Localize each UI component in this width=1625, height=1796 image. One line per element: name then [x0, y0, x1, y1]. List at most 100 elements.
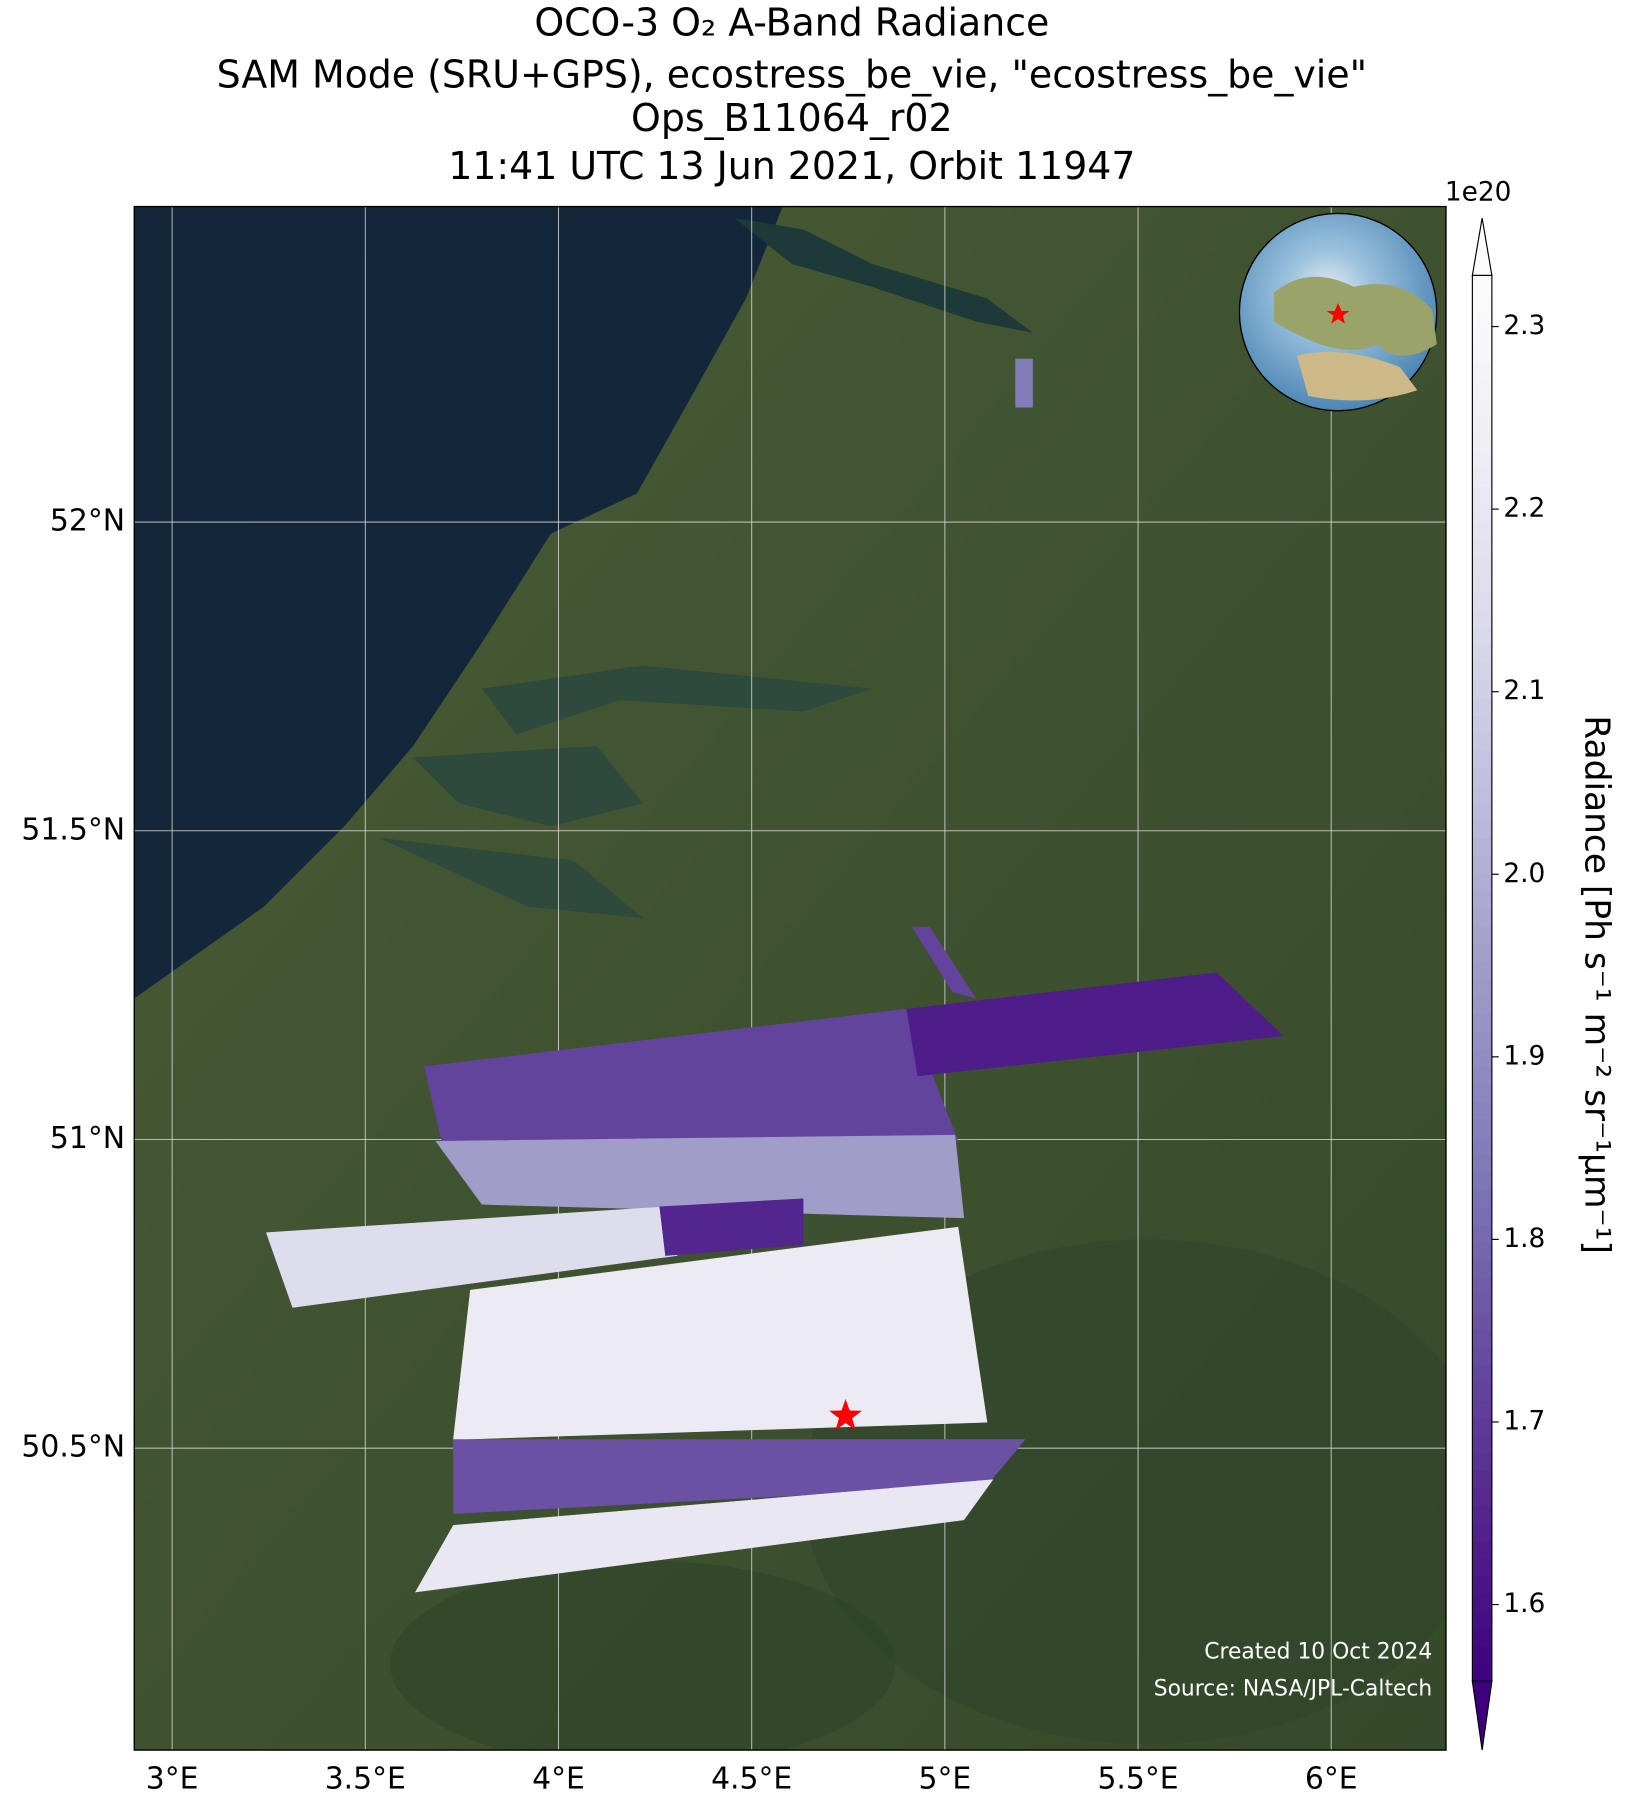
colorbar-step — [1472, 1435, 1492, 1454]
colorbar-step — [1472, 398, 1492, 417]
colorbar-step — [1472, 872, 1492, 892]
swath — [266, 358, 1284, 1593]
colorbar-step — [1472, 626, 1492, 646]
x-tick-label: 3.5°E — [325, 1761, 406, 1796]
colorbar-step — [1472, 556, 1492, 575]
colorbar-step — [1472, 1417, 1492, 1436]
colorbar-tick-label: 1.9 — [1503, 1041, 1545, 1071]
colorbar-step — [1472, 1241, 1492, 1261]
colorbar-extend-max — [1471, 217, 1493, 277]
swath-segment — [435, 1134, 965, 1219]
colorbar-step — [1472, 644, 1492, 663]
colorbar-step — [1472, 1593, 1492, 1612]
forest — [390, 1560, 896, 1751]
colorbar-step — [1472, 925, 1492, 944]
credit: Created 10 Oct 2024 Source: NASA/JPL-Cal… — [1154, 1640, 1432, 1702]
colorbar-step — [1472, 662, 1492, 681]
y-tick-label: 51.5°N — [21, 812, 125, 847]
swath-segment — [424, 1008, 959, 1142]
colorbar-step — [1472, 679, 1492, 698]
colorbar-step — [1472, 1259, 1492, 1278]
colorbar-step — [1472, 503, 1492, 523]
swath-segment — [906, 972, 1284, 1077]
target-marker — [829, 1398, 862, 1431]
colorbar-label: Radiance [Ph s⁻¹ m⁻² sr⁻¹μm⁻¹] — [1577, 715, 1617, 1254]
colorbar-step — [1472, 978, 1492, 997]
swath-segment — [266, 1206, 678, 1308]
map-frame — [133, 205, 1447, 1751]
swath-segment — [415, 1479, 994, 1593]
x-tick-label: 6°E — [1305, 1761, 1358, 1796]
colorbar-step — [1472, 732, 1492, 751]
colorbar-step — [1472, 380, 1492, 400]
colorbar-step — [1472, 1347, 1492, 1366]
inland-water — [734, 218, 1033, 333]
x-tick-label: 5°E — [918, 1761, 971, 1796]
colorbar-step — [1472, 1031, 1492, 1050]
x-tick-label: 5.5°E — [1097, 1761, 1178, 1796]
colorbar-step — [1472, 1400, 1492, 1419]
credit-text: Source: NASA/JPL-Caltech — [1154, 1676, 1432, 1701]
swath-segment — [453, 1226, 988, 1440]
colorbar-step — [1472, 1470, 1492, 1489]
colorbar-step — [1472, 1083, 1492, 1103]
colorbar-step — [1472, 1154, 1492, 1173]
swath-segment — [659, 1198, 804, 1256]
x-tick-label: 4.5°E — [711, 1761, 792, 1796]
globe-land — [1273, 276, 1437, 356]
colorbar-step — [1472, 1224, 1492, 1243]
x-tick-label: 4°E — [532, 1761, 585, 1796]
colorbar-tick-label: 2.3 — [1503, 311, 1545, 341]
colorbar-step — [1472, 1171, 1492, 1190]
credit-text: Created 10 Oct 2024 — [1204, 1640, 1432, 1665]
colorbar-step — [1472, 855, 1492, 874]
colorbar-step — [1472, 995, 1492, 1015]
swath-segment — [1015, 358, 1033, 408]
colorbar-step — [1472, 802, 1492, 821]
colorbar-step — [1472, 1101, 1492, 1120]
colorbar-tick-label: 1.8 — [1503, 1224, 1545, 1254]
colorbar-step — [1472, 943, 1492, 962]
globe-marker — [1326, 302, 1350, 324]
colorbar-step — [1472, 1329, 1492, 1349]
colorbar-step — [1472, 1382, 1492, 1401]
colorbar-tick-label: 1.6 — [1503, 1589, 1545, 1619]
colorbar-step — [1472, 521, 1492, 540]
colorbar-step — [1472, 890, 1492, 909]
colorbar-tick-label: 2.1 — [1503, 676, 1545, 706]
colorbar-step — [1472, 908, 1492, 927]
colorbar-extend-min — [1471, 1680, 1493, 1751]
colorbar: 1e20 Radiance [Ph s⁻¹ m⁻² sr⁻¹μm⁻¹] 1.6 1… — [1445, 177, 1617, 1751]
colorbar-step — [1472, 1312, 1492, 1331]
colorbar-step — [1472, 837, 1492, 857]
colorbar-step — [1472, 293, 1492, 312]
colorbar-offset: 1e20 — [1445, 177, 1512, 207]
title: OCO-3 O₂ A-Band Radiance SAM Mode (SRU+G… — [217, 1, 1367, 188]
colorbar-step — [1472, 1487, 1492, 1507]
colorbar-step — [1472, 275, 1492, 294]
y-tick-label: 52°N — [50, 504, 125, 539]
colorbar-step — [1472, 1663, 1492, 1682]
colorbar-step — [1472, 1277, 1492, 1296]
colorbar-step — [1472, 697, 1492, 716]
colorbar-step — [1472, 1505, 1492, 1524]
colorbar-step — [1472, 1452, 1492, 1472]
colorbar-frame — [1471, 274, 1493, 1682]
colorbar-step — [1472, 345, 1492, 364]
colorbar-step — [1472, 310, 1492, 329]
colorbar-step — [1472, 591, 1492, 610]
ticks: 3°E 3.5°E 4°E 4.5°E 5°E 5.5°E 6°E 50.5°N 51°N 51.… — [21, 504, 1357, 1796]
colorbar-step — [1472, 1189, 1492, 1208]
colorbar-step — [1472, 1540, 1492, 1559]
colorbar-step — [1472, 1364, 1492, 1384]
colorbar-step — [1472, 451, 1492, 470]
sea — [134, 206, 783, 999]
colorbar-step — [1472, 539, 1492, 558]
colorbar-step — [1472, 714, 1492, 734]
title-line: Ops_B11064_r02 — [631, 96, 953, 140]
colorbar-step — [1472, 1206, 1492, 1226]
globe-land — [1296, 351, 1418, 401]
colorbar-step — [1472, 363, 1492, 382]
